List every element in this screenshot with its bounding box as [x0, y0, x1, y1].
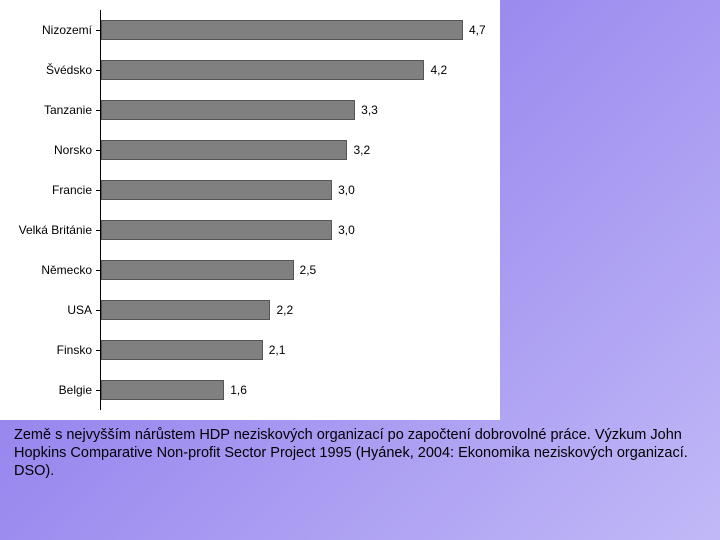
category-label: Belgie — [0, 383, 100, 397]
axis-tick — [96, 230, 101, 231]
bar — [101, 20, 463, 40]
value-label: 3,2 — [353, 143, 370, 157]
plot-cell: 2,2 — [100, 290, 490, 330]
category-label: Nizozemí — [0, 23, 100, 37]
bar — [101, 300, 270, 320]
axis-tick — [96, 70, 101, 71]
axis-tick — [96, 350, 101, 351]
bar — [101, 340, 263, 360]
value-label: 1,6 — [230, 383, 247, 397]
bar — [101, 140, 347, 160]
axis-tick — [96, 390, 101, 391]
axis-tick — [96, 270, 101, 271]
axis-tick — [96, 310, 101, 311]
category-label: Velká Británie — [0, 223, 100, 237]
axis-tick — [96, 30, 101, 31]
category-label: Německo — [0, 263, 100, 277]
bar — [101, 60, 424, 80]
value-label: 2,5 — [300, 263, 317, 277]
plot-cell: 1,6 — [100, 370, 490, 410]
bar — [101, 260, 294, 280]
plot-cell: 2,5 — [100, 250, 490, 290]
category-label: Švédsko — [0, 63, 100, 77]
chart-row: Velká Británie 3,0 — [0, 210, 490, 250]
plot-cell: 3,3 — [100, 90, 490, 130]
chart-row: USA 2,2 — [0, 290, 490, 330]
category-label: Norsko — [0, 143, 100, 157]
value-label: 4,7 — [469, 23, 486, 37]
value-label: 4,2 — [430, 63, 447, 77]
category-label: Finsko — [0, 343, 100, 357]
chart-row: Švédsko 4,2 — [0, 50, 490, 90]
plot-cell: 2,1 — [100, 330, 490, 370]
chart-caption: Země s nejvyšším nárůstem HDP neziskovýc… — [0, 420, 720, 480]
axis-tick — [96, 190, 101, 191]
bar — [101, 180, 332, 200]
plot-cell: 4,7 — [100, 10, 490, 50]
value-label: 3,0 — [338, 223, 355, 237]
value-label: 3,3 — [361, 103, 378, 117]
value-label: 2,2 — [276, 303, 293, 317]
bar — [101, 380, 224, 400]
chart-row: Norsko 3,2 — [0, 130, 490, 170]
axis-tick — [96, 150, 101, 151]
bar — [101, 100, 355, 120]
hbar-chart: Nizozemí 4,7 Švédsko 4,2 Tanzanie 3,3 Norsko 3,… — [0, 10, 490, 410]
plot-cell: 3,0 — [100, 210, 490, 250]
chart-row: Německo 2,5 — [0, 250, 490, 290]
value-label: 2,1 — [269, 343, 286, 357]
category-label: Francie — [0, 183, 100, 197]
category-label: USA — [0, 303, 100, 317]
bar — [101, 220, 332, 240]
axis-tick — [96, 110, 101, 111]
chart-row: Francie 3,0 — [0, 170, 490, 210]
value-label: 3,0 — [338, 183, 355, 197]
chart-row: Finsko 2,1 — [0, 330, 490, 370]
plot-cell: 3,2 — [100, 130, 490, 170]
chart-row: Nizozemí 4,7 — [0, 10, 490, 50]
chart-row: Tanzanie 3,3 — [0, 90, 490, 130]
plot-cell: 3,0 — [100, 170, 490, 210]
plot-cell: 4,2 — [100, 50, 490, 90]
category-label: Tanzanie — [0, 103, 100, 117]
chart-container: Nizozemí 4,7 Švédsko 4,2 Tanzanie 3,3 Norsko 3,… — [0, 0, 500, 420]
chart-row: Belgie 1,6 — [0, 370, 490, 410]
